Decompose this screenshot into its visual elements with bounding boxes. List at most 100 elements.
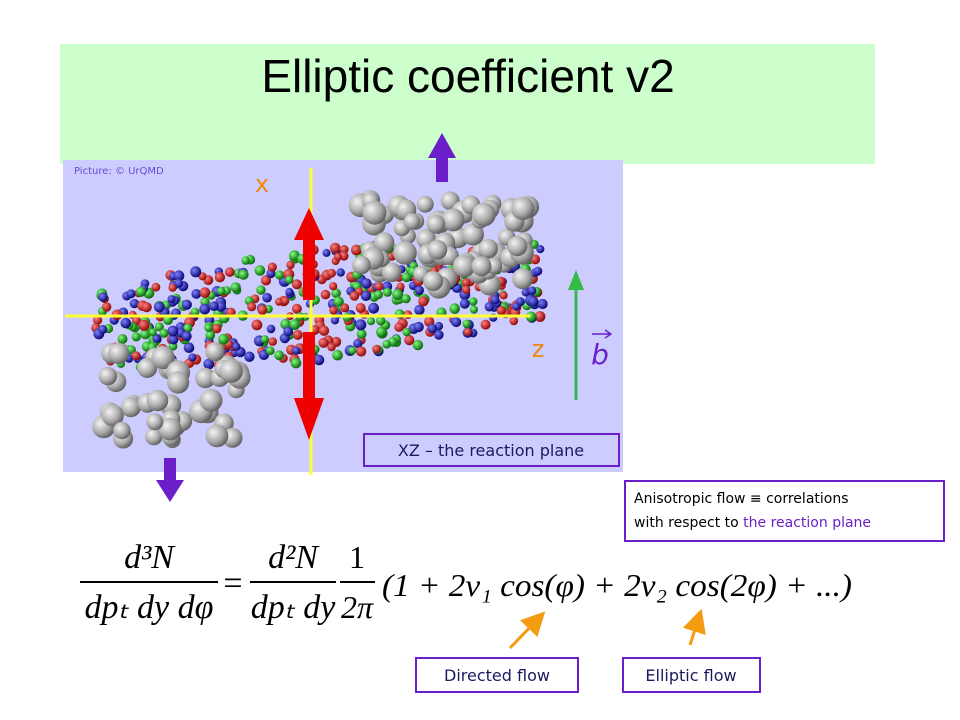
particle	[168, 283, 177, 292]
particle	[209, 301, 219, 312]
directed-box	[415, 657, 579, 693]
particle	[372, 344, 381, 354]
particle	[353, 338, 363, 349]
particle	[499, 291, 508, 300]
particle	[204, 323, 213, 332]
particle	[199, 303, 211, 315]
particle	[469, 305, 478, 314]
particle	[441, 208, 465, 232]
particle	[174, 278, 184, 288]
particle	[203, 358, 215, 370]
particle	[427, 239, 448, 260]
particle	[418, 296, 429, 307]
particle	[339, 245, 349, 254]
formula: d³N dpₜ dy dφ = d²N dpₜ dy 1 2π (1 + 2v₁…	[80, 539, 852, 626]
particle	[537, 298, 548, 310]
b-vector-sign	[592, 329, 613, 339]
particle	[205, 424, 229, 448]
particle	[459, 298, 470, 309]
particle	[148, 328, 157, 337]
particle	[131, 332, 141, 342]
particle	[416, 195, 434, 213]
particle-cloud	[91, 190, 548, 449]
particle	[313, 354, 325, 366]
particle	[268, 337, 278, 346]
particle	[349, 291, 360, 301]
particle	[374, 282, 384, 291]
particle	[318, 325, 330, 336]
particle	[199, 287, 211, 298]
particle	[215, 301, 227, 312]
particle	[360, 290, 372, 301]
particle	[292, 346, 301, 355]
particle	[274, 350, 284, 361]
particle	[528, 286, 537, 295]
particle	[195, 367, 216, 389]
particle	[434, 330, 444, 340]
particle	[260, 275, 272, 286]
particle	[333, 296, 344, 307]
particle	[330, 316, 339, 325]
particle	[449, 303, 461, 314]
particle	[320, 289, 331, 300]
particle	[461, 278, 471, 287]
out-arrow-down	[156, 458, 184, 502]
particle	[536, 245, 545, 254]
pointer-arrow	[508, 611, 546, 650]
particle	[292, 329, 303, 340]
particle	[331, 288, 341, 299]
particle	[361, 278, 372, 289]
particle	[289, 250, 300, 261]
particle	[188, 353, 197, 362]
formula-factor-den: 2π	[341, 589, 374, 625]
particle	[98, 366, 118, 386]
particle	[412, 339, 424, 351]
particle	[290, 357, 302, 369]
particle	[332, 349, 343, 361]
particle	[367, 317, 375, 326]
x-label: x	[255, 170, 269, 198]
particle	[291, 303, 302, 314]
directed-label: Directed flow	[444, 666, 550, 685]
particle	[373, 232, 395, 253]
particle	[356, 346, 367, 357]
particle	[152, 334, 161, 343]
formula-factor-num: 1	[349, 539, 365, 575]
particle	[199, 388, 223, 412]
particle	[414, 304, 425, 316]
particle	[126, 289, 136, 299]
particle	[393, 241, 417, 265]
particle	[355, 319, 367, 331]
picture-credit: Picture: © UrQMD	[74, 166, 164, 177]
particle	[146, 413, 164, 431]
particle	[382, 287, 392, 297]
particle	[256, 285, 266, 295]
note-highlight: the reaction plane	[743, 515, 871, 531]
particle	[512, 268, 534, 290]
particle	[462, 319, 472, 329]
particle	[254, 265, 266, 276]
b-label: b	[591, 338, 609, 371]
particle	[219, 359, 243, 383]
particle	[98, 324, 108, 334]
elliptic-box	[622, 657, 761, 693]
particle	[351, 244, 362, 256]
particle	[322, 248, 331, 257]
particle	[145, 427, 163, 446]
note-line1: Anisotropic flow ≡ correlations	[634, 491, 849, 507]
title: Elliptic coefficient v2	[261, 50, 674, 102]
particle	[461, 223, 484, 246]
particle	[496, 305, 506, 316]
particle	[285, 287, 294, 297]
particle	[318, 337, 329, 348]
particle	[251, 319, 263, 331]
particle	[512, 302, 521, 311]
particle	[329, 242, 341, 254]
particle	[173, 270, 185, 282]
particle	[414, 285, 424, 295]
particle	[404, 335, 415, 346]
particle	[241, 256, 250, 265]
particle	[137, 357, 158, 378]
plane-label: XZ – the reaction plane	[398, 441, 584, 460]
particle	[140, 329, 151, 340]
